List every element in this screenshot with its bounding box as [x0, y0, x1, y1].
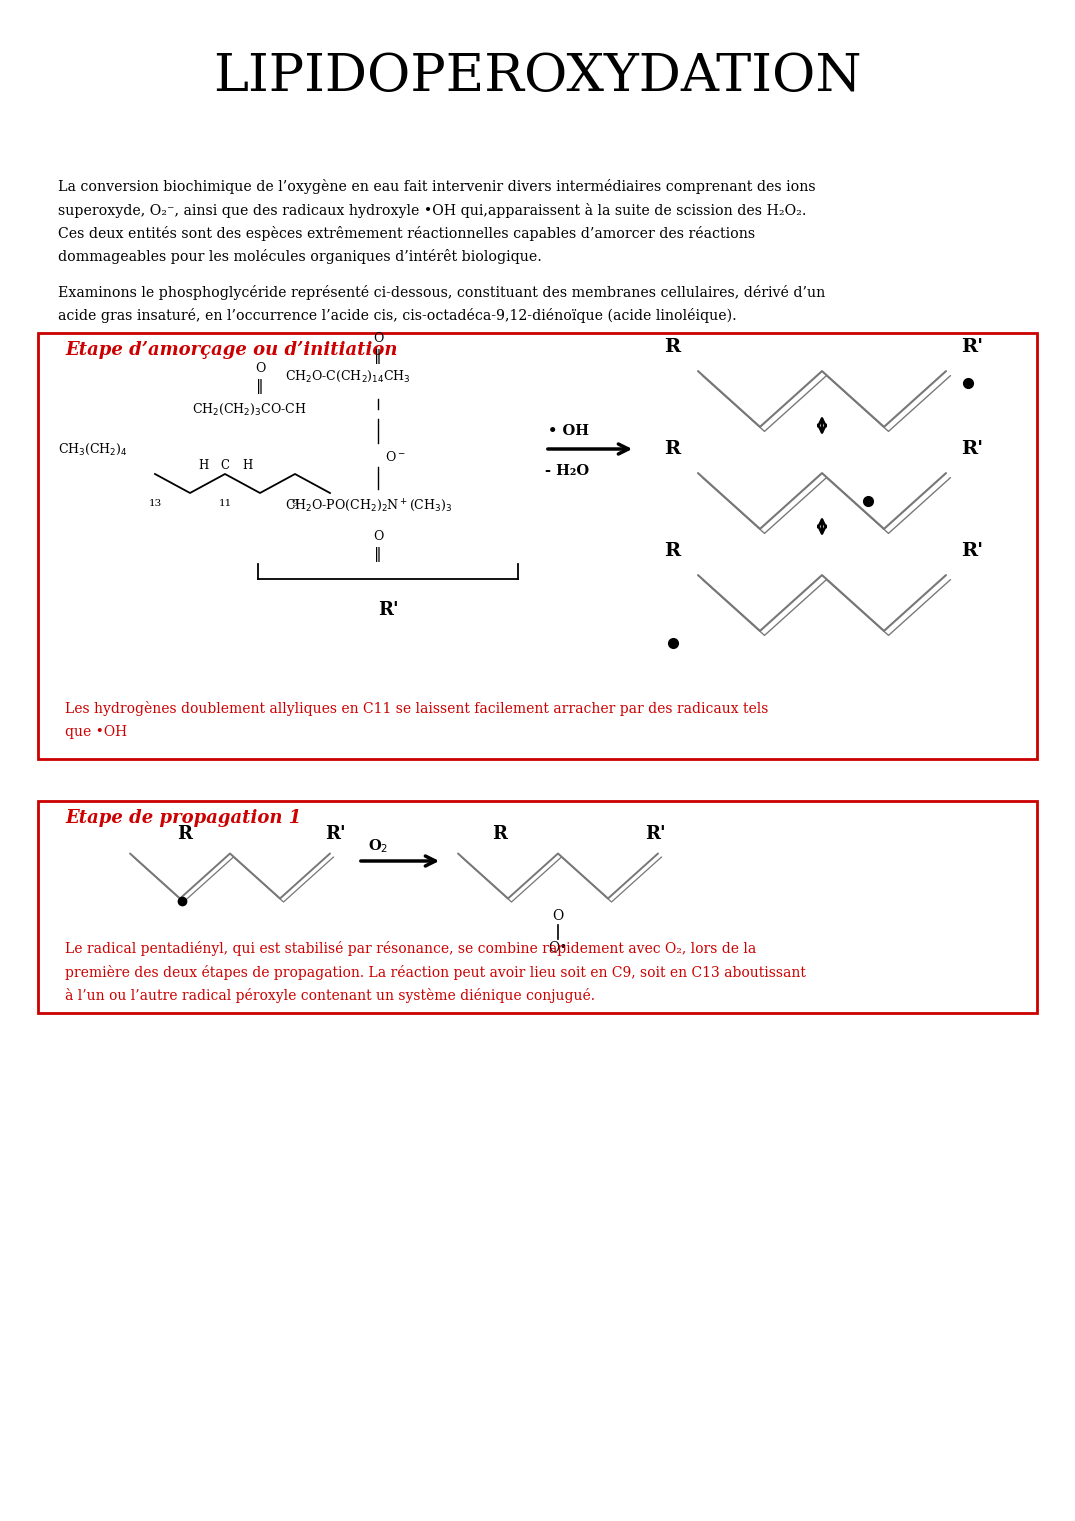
Text: CH$_2$(CH$_2$)$_3$CO-CH: CH$_2$(CH$_2$)$_3$CO-CH [192, 402, 306, 417]
Text: O•: O• [548, 941, 568, 955]
Text: R: R [492, 824, 507, 843]
Text: R': R' [961, 541, 983, 560]
Text: CH$_2$O-C(CH$_2$)$_{14}$CH$_3$: CH$_2$O-C(CH$_2$)$_{14}$CH$_3$ [285, 368, 411, 383]
Text: CH$_2$O-PO(CH$_2$)$_2$N$^+$(CH$_3$)$_3$: CH$_2$O-PO(CH$_2$)$_2$N$^+$(CH$_3$)$_3$ [285, 497, 453, 514]
Text: 9: 9 [291, 499, 299, 508]
Text: que •OH: que •OH [64, 724, 127, 739]
Text: Ces deux entités sont des espèces extrêmement réactionnelles capables d’amorcer : Ces deux entités sont des espèces extrêm… [58, 227, 755, 240]
Text: Examinons le phosphoglycéride représenté ci-dessous, constituant des membranes c: Examinons le phosphoglycéride représenté… [58, 284, 826, 300]
Text: R': R' [325, 824, 345, 843]
Text: H: H [198, 459, 209, 472]
Text: C: C [220, 459, 229, 472]
Text: Le radical pentadiényl, qui est stabilisé par résonance, se combine rapidement a: Le radical pentadiényl, qui est stabilis… [64, 941, 756, 957]
Text: R: R [664, 541, 680, 560]
Text: ‖: ‖ [374, 546, 382, 561]
Text: O$_2$: O$_2$ [368, 837, 388, 855]
Text: à l’un ou l’autre radical péroxyle contenant un système diénique conjugué.: à l’un ou l’autre radical péroxyle conte… [64, 989, 594, 1002]
Text: Etape de propagation 1: Etape de propagation 1 [64, 809, 301, 827]
Text: O$^-$: O$^-$ [385, 450, 405, 464]
Text: acide gras insaturé, en l’occurrence l’acide cis, cis-octadéca-9,12-diénoïque (a: acide gras insaturé, en l’occurrence l’a… [58, 309, 736, 324]
Bar [38, 333, 1037, 759]
Text: LIPIDOPEROXYDATION: LIPIDOPEROXYDATION [213, 50, 862, 102]
Text: H: H [242, 459, 253, 472]
Text: O: O [373, 529, 383, 543]
Text: • OH: • OH [548, 424, 589, 438]
Text: R: R [177, 824, 192, 843]
Text: R': R' [645, 824, 665, 843]
Text: R: R [664, 338, 680, 356]
Text: La conversion biochimique de l’oxygène en eau fait intervenir divers intermédiai: La conversion biochimique de l’oxygène e… [58, 179, 816, 195]
Text: R: R [664, 440, 680, 458]
Text: dommageables pour les molécules organiques d’intérêt biologique.: dommageables pour les molécules organiqu… [58, 249, 542, 265]
Bar [38, 802, 1037, 1013]
Text: 11: 11 [218, 499, 231, 508]
Text: R': R' [961, 440, 983, 458]
Text: R': R' [961, 338, 983, 356]
Text: R': R' [377, 601, 399, 619]
Text: ‖: ‖ [256, 379, 263, 394]
Text: O: O [255, 362, 266, 376]
Text: première des deux étapes de propagation. La réaction peut avoir lieu soit en C9,: première des deux étapes de propagation.… [64, 964, 806, 980]
Text: 13: 13 [148, 499, 161, 508]
Text: Les hydrogènes doublement allyliques en C11 se laissent facilement arracher par : Les hydrogènes doublement allyliques en … [64, 701, 769, 716]
Text: Etape d’amorçage ou d’initiation: Etape d’amorçage ou d’initiation [64, 341, 398, 359]
Text: O: O [553, 910, 563, 923]
Text: - H₂O: - H₂O [545, 464, 589, 478]
Text: CH$_3$(CH$_2$)$_4$: CH$_3$(CH$_2$)$_4$ [58, 441, 128, 456]
Text: superoxyde, O₂⁻, ainsi que des radicaux hydroxyle •OH qui,apparaissent à la suit: superoxyde, O₂⁻, ainsi que des radicaux … [58, 202, 806, 218]
Text: O: O [373, 333, 383, 345]
Text: ‖: ‖ [374, 350, 382, 365]
